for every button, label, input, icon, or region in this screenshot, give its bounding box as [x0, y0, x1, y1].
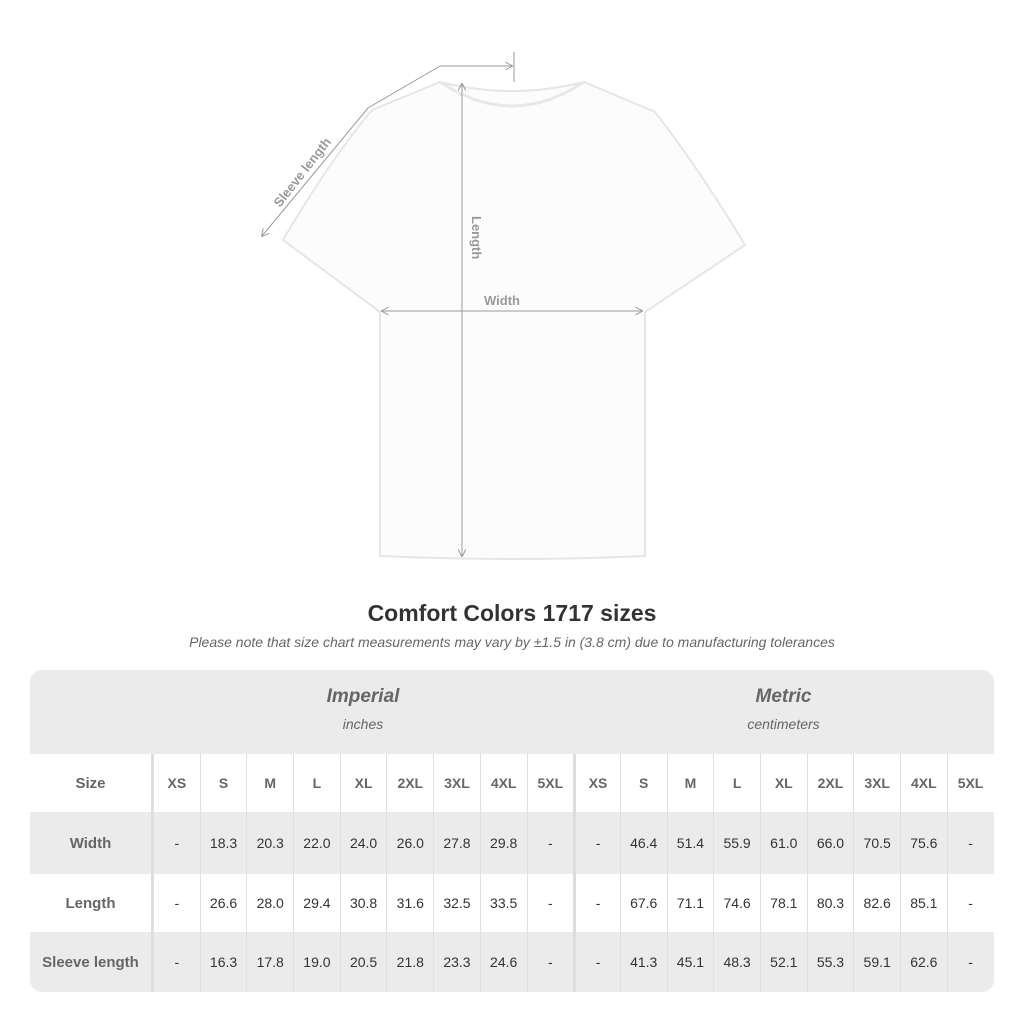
table-cell: 62.6	[900, 932, 947, 992]
table-cell: 46.4	[619, 812, 667, 874]
size-header-cell: XL	[339, 754, 387, 812]
table-cell: 55.3	[806, 932, 854, 992]
size-header-cell: S	[199, 754, 247, 812]
sleeve-length-line	[262, 107, 369, 236]
size-header-cell: 2XL	[386, 754, 433, 812]
size-header-cell: 2XL	[806, 754, 854, 812]
table-cell: -	[573, 812, 620, 874]
size-table: Imperial inches Metric centimeters Size X…	[30, 670, 994, 992]
table-cell: -	[153, 874, 200, 932]
table-row: Length -26.6 28.0 29.4 30.8 31.6 32.5 33.5- -67.…	[30, 874, 994, 932]
collar	[439, 80, 585, 108]
size-header-row: Size XS S M L XL 2XL 3XL 4XL 5XL XS S M L XL 2XL 3XL 4XL 5…	[30, 754, 994, 812]
table-cell: 16.3	[199, 932, 247, 992]
table-cell: 78.1	[759, 874, 807, 932]
size-header-cell: XL	[759, 754, 807, 812]
table-cell: 28.0	[246, 874, 293, 932]
size-header-cell: S	[619, 754, 667, 812]
size-header-cell: L	[713, 754, 760, 812]
table-row: Width -18.3 20.3 22.0 24.0 26.0 27.8 29.8- -46.4…	[30, 812, 994, 874]
size-header-cell: XS	[573, 754, 620, 812]
size-header-cell: 4XL	[900, 754, 947, 812]
table-cell: 75.6	[900, 812, 947, 874]
table-cell: 23.3	[433, 932, 480, 992]
table-cell: 24.6	[479, 932, 527, 992]
size-header-cell: XS	[153, 754, 200, 812]
imperial-header: Imperial inches	[326, 686, 400, 732]
size-header-cell: 5XL	[526, 754, 574, 812]
row-label: Sleeve length	[30, 932, 153, 992]
table-cell: 80.3	[806, 874, 854, 932]
table-cell: 26.0	[386, 812, 433, 874]
table-cell: 17.8	[246, 932, 293, 992]
size-header-cell: L	[293, 754, 340, 812]
size-header-cell: 3XL	[853, 754, 900, 812]
table-cell: 51.4	[666, 812, 714, 874]
size-header-cell: 4XL	[479, 754, 527, 812]
table-cell: 18.3	[199, 812, 247, 874]
table-cell: -	[946, 812, 994, 874]
table-cell: 26.6	[199, 874, 247, 932]
table-cell: 30.8	[339, 874, 387, 932]
table-cell: -	[573, 874, 620, 932]
table-cell: 61.0	[759, 812, 807, 874]
table-cell: 71.1	[666, 874, 714, 932]
table-cell: 85.1	[900, 874, 947, 932]
tshirt-image	[281, 80, 747, 560]
table-cell: -	[153, 812, 200, 874]
tshirt-diagram: Sleeve length Length Width	[0, 52, 747, 560]
table-cell: -	[526, 874, 574, 932]
table-cell: 29.4	[293, 874, 340, 932]
row-label: Width	[30, 812, 153, 874]
length-label: Length	[469, 216, 484, 259]
table-cell: 21.8	[386, 932, 433, 992]
size-header-cell: 3XL	[433, 754, 480, 812]
table-cell: 20.5	[339, 932, 387, 992]
table-cell: 52.1	[759, 932, 807, 992]
table-cell: 45.1	[666, 932, 714, 992]
table-cell: 66.0	[806, 812, 854, 874]
table-cell: 29.8	[479, 812, 527, 874]
table-cell: 74.6	[713, 874, 760, 932]
table-cell: 67.6	[619, 874, 667, 932]
table-cell: -	[526, 932, 574, 992]
table-cell: 82.6	[853, 874, 900, 932]
table-row: Sleeve length -16.3 17.8 19.0 20.5 21.8 23.3 24…	[30, 932, 994, 992]
table-cell: 24.0	[339, 812, 387, 874]
width-label: Width	[484, 293, 520, 308]
size-header-cell: 5XL	[946, 754, 994, 812]
table-cell: 22.0	[293, 812, 340, 874]
metric-header: Metric centimeters	[747, 686, 820, 732]
tolerance-note: Please note that size chart measurements…	[189, 634, 835, 650]
table-cell: 33.5	[479, 874, 527, 932]
table-cell: 41.3	[619, 932, 667, 992]
table-cell: -	[526, 812, 574, 874]
table-cell: 48.3	[713, 932, 760, 992]
row-label: Size	[30, 754, 153, 812]
size-header-cell: M	[246, 754, 293, 812]
unit-header: Imperial inches Metric centimeters	[30, 670, 994, 754]
table-cell: 59.1	[853, 932, 900, 992]
table-cell: -	[153, 932, 200, 992]
table-cell: 31.6	[386, 874, 433, 932]
row-label: Length	[30, 874, 153, 932]
table-cell: 20.3	[246, 812, 293, 874]
table-cell: 32.5	[433, 874, 480, 932]
table-cell: -	[946, 932, 994, 992]
page-title: Comfort Colors 1717 sizes	[367, 600, 657, 626]
table-cell: -	[946, 874, 994, 932]
size-header-cell: M	[666, 754, 714, 812]
table-cell: 55.9	[713, 812, 760, 874]
table-cell: 19.0	[293, 932, 340, 992]
table-cell: -	[573, 932, 620, 992]
table-cell: 27.8	[433, 812, 480, 874]
table-cell: 70.5	[853, 812, 900, 874]
